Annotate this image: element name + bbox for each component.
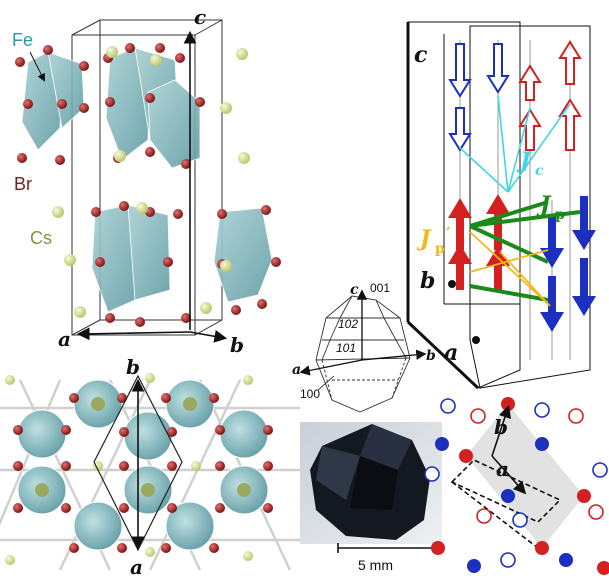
- basal-cell-outline: [93, 374, 183, 552]
- magnetic-panel: c b a J c J p J p ′: [406, 21, 596, 390]
- spin-up-outline: [518, 108, 542, 151]
- lattice-axis-b: b: [494, 415, 508, 439]
- face-101-label: 101: [336, 341, 356, 355]
- spin-arrows: [448, 40, 596, 332]
- jc-bonds: [459, 95, 571, 193]
- lattice-cell-shade: [466, 404, 584, 548]
- basal-fe-centers: [35, 397, 251, 497]
- svg-text:J: J: [516, 148, 532, 174]
- lattice-axes: [491, 404, 527, 495]
- structure-panel: c a b Fe Br Cs: [12, 5, 281, 357]
- spin-up-solid: [486, 246, 510, 290]
- crystal-axis-a: a: [292, 362, 301, 378]
- magnetic-cell-outline: [406, 21, 591, 390]
- face-100-label: 100: [300, 387, 320, 401]
- spin-down-solid: [572, 258, 596, 316]
- unit-cell-outline: [71, 19, 223, 336]
- jp-bonds: [469, 200, 581, 302]
- face-102-label: 102: [338, 317, 358, 331]
- spin-down-outline: [448, 43, 472, 98]
- basal-panel: b a: [0, 355, 300, 576]
- jpp-label: J p ′: [416, 224, 451, 257]
- cs-atoms: [52, 46, 250, 318]
- lattice-filled-blue: [435, 437, 573, 573]
- spin-up-solid: [448, 244, 472, 290]
- spin-down-solid: [572, 196, 596, 250]
- crystal-axes: [299, 289, 427, 376]
- svg-text:′: ′: [446, 224, 451, 245]
- lattice-open-blue: [424, 398, 608, 568]
- svg-text:p: p: [435, 241, 445, 257]
- jpp-bonds: [469, 231, 551, 307]
- fe-octahedra-upper: [21, 47, 201, 169]
- jp-label: J p: [536, 192, 565, 223]
- crystal-axis-c: c: [350, 282, 359, 298]
- spin-down-solid: [540, 276, 564, 332]
- svg-text:c: c: [535, 163, 544, 179]
- br-label: Br: [14, 174, 32, 194]
- lattice-dashed-edge: [451, 481, 539, 549]
- spin-up-outline: [558, 40, 582, 85]
- fe-pointer: [29, 51, 45, 82]
- lattice-open-red: [470, 408, 604, 524]
- spin-up-outline: [518, 64, 542, 101]
- basal-axis-a: a: [130, 555, 143, 576]
- svg-text:p: p: [555, 207, 565, 223]
- basal-axis-b: b: [126, 355, 140, 379]
- spin-up-solid: [448, 198, 472, 250]
- magnetic-axis-b: b: [420, 268, 435, 294]
- magnetic-axes-dots: [448, 280, 480, 344]
- fe-octahedra-lower: [91, 204, 273, 313]
- spin-down-outline: [448, 107, 472, 152]
- spin-down-outline: [486, 43, 510, 94]
- scale-label: 5 mm: [358, 557, 393, 573]
- structure-axis-b: b: [230, 333, 244, 357]
- lattice-axis-a: a: [496, 457, 509, 481]
- basal-br-atoms: [13, 393, 273, 553]
- crystal-axis-b: b: [426, 348, 436, 364]
- lattice-panel: b a: [424, 397, 609, 575]
- magnetic-axis-c: c: [414, 42, 428, 68]
- spin-down-solid: [540, 214, 564, 268]
- structure-axis-a: a: [58, 327, 71, 351]
- crystal-outline: [315, 295, 411, 413]
- cs-label: Cs: [30, 228, 52, 248]
- crystal-shape-panel: c a b 001 102 101 100: [292, 281, 436, 413]
- basal-octahedra: [17, 379, 269, 551]
- structure-axes: [76, 30, 228, 343]
- face-100-pointer: [317, 375, 335, 391]
- svg-text:J: J: [536, 192, 552, 218]
- spin-up-outline: [558, 98, 582, 151]
- crystal-photo: 5 mm: [300, 422, 442, 573]
- svg-text:J: J: [416, 226, 432, 252]
- fe-label: Fe: [12, 30, 33, 50]
- structure-axis-c: c: [194, 5, 206, 29]
- magnetic-axis-a: a: [444, 340, 458, 366]
- jc-label: J c: [516, 148, 544, 179]
- basal-cs-atoms: [5, 373, 253, 565]
- lattice-dashed-cell: [450, 459, 562, 523]
- face-001-label: 001: [370, 281, 390, 295]
